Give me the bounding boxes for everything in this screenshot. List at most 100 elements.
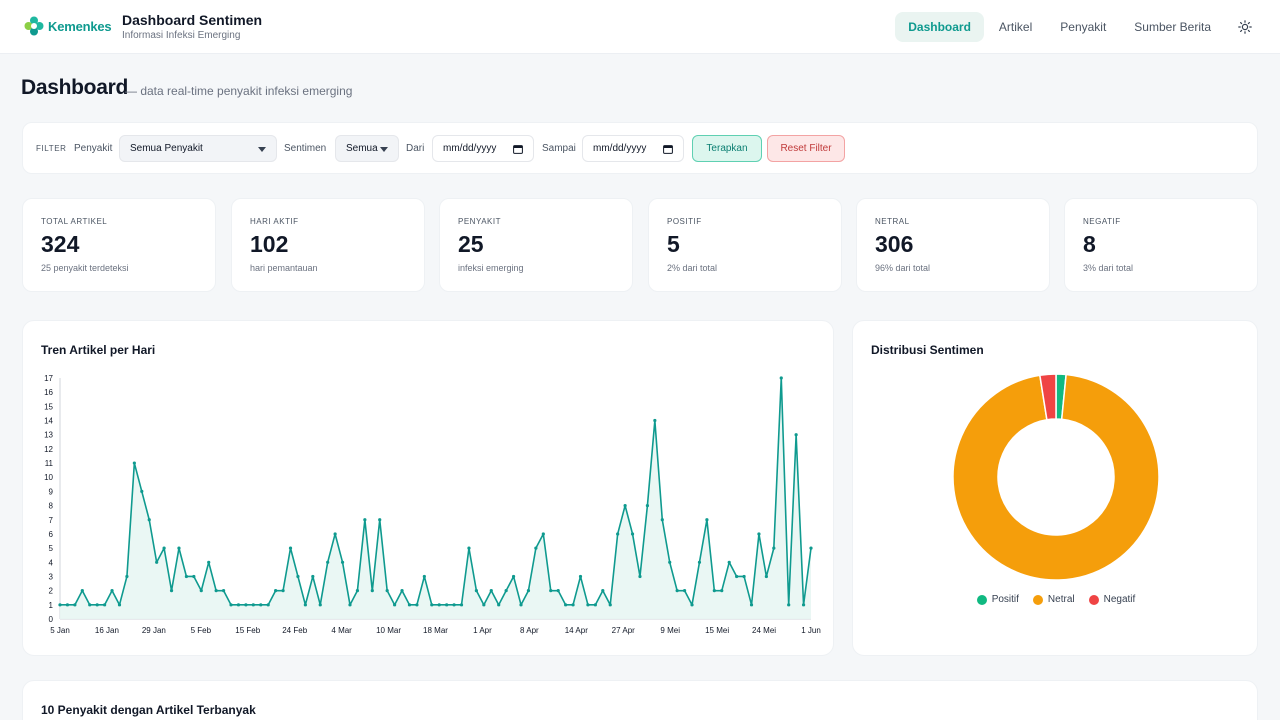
stat-value: 102 [250, 231, 289, 257]
data-point [422, 574, 426, 579]
reset-filter-button[interactable]: Reset Filter [767, 135, 845, 162]
brand-logo[interactable]: Kemenkes [24, 16, 112, 36]
data-point [103, 603, 107, 607]
sentiment-select[interactable]: Semua [335, 135, 399, 162]
page-title: Dashboard [21, 76, 128, 99]
theme-toggle-button[interactable] [1230, 12, 1260, 42]
from-date-input[interactable]: mm/dd/yyyy [432, 135, 534, 162]
data-point [348, 603, 352, 607]
data-point [355, 589, 360, 593]
page-subtitle: — data real-time penyakit infeksi emergi… [125, 84, 353, 98]
data-point [541, 532, 545, 536]
legend-label: Positif [991, 594, 1019, 605]
data-point [712, 589, 716, 593]
x-tick-label: 10 Mar [376, 626, 401, 635]
nav-artikel[interactable]: Artikel [998, 20, 1033, 34]
y-tick-label: 3 [49, 572, 54, 581]
data-point [474, 589, 478, 593]
from-date-value: mm/dd/yyyy [443, 143, 497, 154]
data-point [296, 574, 300, 579]
nav-sumber-berita[interactable]: Sumber Berita [1134, 20, 1211, 34]
legend-swatch [1032, 594, 1043, 605]
data-point [705, 518, 709, 522]
legend-item-negatif[interactable]: Negatif [1088, 594, 1135, 605]
calendar-icon[interactable] [663, 144, 673, 154]
data-point [162, 546, 166, 550]
stat-card-positif: POSITIF 5 2% dari total [648, 198, 842, 292]
y-tick-label: 11 [45, 459, 54, 468]
trend-series-line [60, 377, 812, 606]
data-point [192, 574, 196, 579]
data-point [608, 603, 612, 607]
data-point [586, 603, 590, 607]
stat-label: TOTAL ARTIKEL [41, 217, 108, 226]
y-tick-label: 16 [44, 388, 53, 397]
data-point [779, 376, 783, 380]
data-point [452, 603, 456, 607]
data-point [660, 518, 664, 522]
stat-label: HARI AKTIF [250, 217, 299, 226]
data-point [244, 603, 248, 607]
data-point [110, 589, 114, 593]
data-point [363, 518, 367, 522]
stat-label: POSITIF [667, 217, 702, 226]
to-date-input[interactable]: mm/dd/yyyy [582, 135, 684, 162]
data-point [742, 574, 746, 579]
legend-item-positif[interactable]: Positif [976, 594, 1019, 605]
data-point [564, 603, 568, 607]
main-nav: Dashboard Artikel Penyakit Sumber Berita [893, 12, 1260, 42]
sentiment-select-value: Semua [346, 143, 378, 154]
x-tick-label: 29 Jan [142, 626, 166, 635]
nav-dashboard[interactable]: Dashboard [895, 12, 984, 42]
data-point [720, 589, 724, 593]
calendar-icon[interactable] [513, 144, 523, 154]
data-point [623, 503, 627, 508]
y-tick-label: 14 [44, 417, 53, 426]
data-point [534, 546, 538, 550]
y-tick-label: 1 [49, 601, 54, 610]
data-point [549, 589, 553, 593]
stat-subtext: 96% dari total [875, 263, 931, 273]
data-point [214, 589, 218, 593]
data-point [675, 589, 679, 593]
data-point [437, 603, 441, 607]
x-tick-label: 9 Mei [660, 626, 680, 635]
slice-netral [952, 373, 1160, 581]
data-point [749, 603, 754, 607]
data-point [274, 589, 278, 593]
x-tick-label: 27 Apr [612, 626, 635, 635]
data-point [207, 560, 211, 564]
y-tick-label: 13 [44, 431, 53, 440]
trend-chart-title: Tren Artikel per Hari [41, 343, 156, 357]
data-point [489, 589, 493, 593]
data-point [772, 546, 776, 550]
data-point [95, 603, 99, 607]
y-tick-label: 2 [49, 587, 54, 596]
x-tick-label: 14 Apr [565, 626, 588, 635]
data-point [578, 574, 583, 579]
data-point [690, 603, 694, 607]
stat-card-netral: NETRAL 306 96% dari total [856, 198, 1050, 292]
data-point [645, 503, 650, 508]
y-tick-label: 6 [49, 530, 54, 539]
x-tick-label: 24 Mei [752, 626, 776, 635]
nav-penyakit[interactable]: Penyakit [1060, 20, 1107, 34]
apply-filter-button[interactable]: Terapkan [692, 135, 762, 162]
stat-subtext: 2% dari total [667, 263, 718, 273]
x-tick-label: 16 Jan [95, 626, 119, 635]
to-date-label: Sampai [542, 143, 576, 154]
data-point [787, 603, 791, 607]
disease-select[interactable]: Semua Penyakit [119, 135, 277, 162]
data-point [616, 532, 620, 536]
y-tick-label: 0 [49, 615, 54, 624]
legend-item-netral[interactable]: Netral [1032, 594, 1075, 605]
data-point [445, 603, 449, 607]
slice-negatif [1038, 373, 1057, 421]
data-point [318, 603, 322, 607]
to-date-value: mm/dd/yyyy [593, 143, 647, 154]
top-navbar: Kemenkes Dashboard Sentimen Informasi In… [0, 0, 1280, 54]
data-point [288, 546, 293, 550]
sentiment-chart-title: Distribusi Sentimen [871, 343, 984, 357]
stat-label: PENYAKIT [458, 217, 501, 226]
